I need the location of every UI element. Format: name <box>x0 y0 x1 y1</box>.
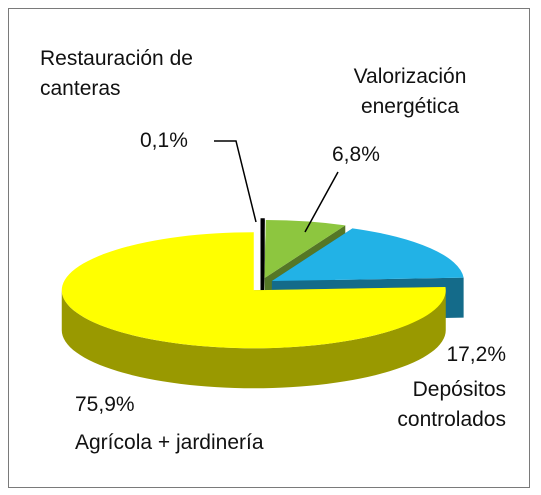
leader-line <box>214 140 257 223</box>
value-label: 75,9% <box>75 393 135 416</box>
category-label: Valorización energética <box>353 65 467 118</box>
category-label: Depósitos controlados <box>397 378 506 431</box>
slice <box>61 232 446 349</box>
value-label: 6,8% <box>332 143 380 166</box>
slice <box>260 218 265 278</box>
value-label: 0,1% <box>140 129 188 152</box>
chart-frame <box>8 8 530 488</box>
category-label: Restauración de canteras <box>40 47 193 100</box>
value-label: 17,2% <box>446 343 506 366</box>
slice <box>264 219 346 278</box>
slice-side <box>61 290 446 389</box>
leader-line <box>304 171 339 233</box>
slice <box>271 228 464 281</box>
category-label: Agrícola + jardinería <box>75 431 264 454</box>
layer <box>61 290 446 389</box>
layer <box>61 218 464 349</box>
